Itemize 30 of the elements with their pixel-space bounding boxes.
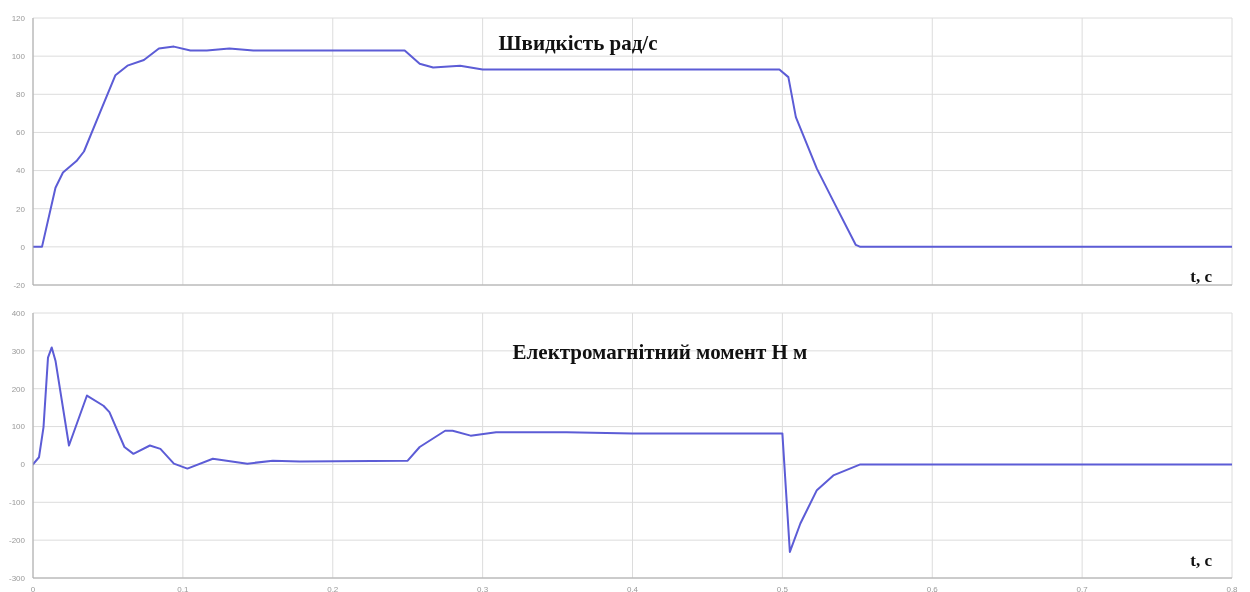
x-tick-label: 0 bbox=[30, 584, 36, 592]
y-tick-label: 40 bbox=[16, 166, 26, 176]
y-tick-label: 120 bbox=[11, 13, 26, 23]
text: Електромагнітний момент Н м bbox=[512, 340, 808, 364]
y-tick-label: -100 bbox=[8, 498, 26, 508]
y-tick-label: 200 bbox=[11, 384, 26, 394]
y-tick-label: 60 bbox=[16, 128, 26, 138]
x-tick-label: 0.7 bbox=[1076, 584, 1089, 592]
x-tick-label: 0.1 bbox=[177, 584, 189, 592]
y-tick-label: 300 bbox=[11, 346, 26, 356]
x-tick-label: 0.5 bbox=[776, 584, 789, 592]
y-tick-label: 0 bbox=[20, 242, 26, 252]
y-tick-label: -300 bbox=[8, 573, 26, 583]
x-tick-label: 0.2 bbox=[327, 584, 339, 592]
line-series bbox=[33, 346, 1232, 553]
text: Швидкість рад/с bbox=[498, 31, 658, 55]
x-tick-label: 0.3 bbox=[477, 584, 489, 592]
y-tick-label: 20 bbox=[16, 204, 26, 214]
y-tick-label: 400 bbox=[11, 308, 26, 318]
y-tick-label: 0 bbox=[20, 460, 26, 470]
y-tick-label: 100 bbox=[11, 51, 26, 61]
y-tick-label: -200 bbox=[8, 535, 26, 545]
y-tick-label: 100 bbox=[11, 422, 26, 432]
x-axis-title: t, с bbox=[1190, 267, 1212, 286]
y-tick-label: 80 bbox=[16, 90, 26, 100]
x-tick-label: 0.4 bbox=[626, 584, 639, 592]
x-tick-label: 0.6 bbox=[926, 584, 939, 592]
x-tick-label: 0.8 bbox=[1226, 584, 1239, 592]
y-tick-label: -20 bbox=[13, 280, 26, 290]
x-axis-title: t, с bbox=[1190, 551, 1212, 570]
